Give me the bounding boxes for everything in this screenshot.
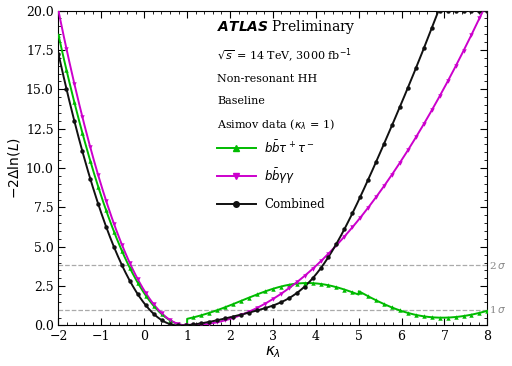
X-axis label: $\kappa_\lambda$: $\kappa_\lambda$ bbox=[265, 345, 281, 361]
Text: $b\bar{b}\tau^+\tau^-$: $b\bar{b}\tau^+\tau^-$ bbox=[264, 139, 314, 156]
Text: $\bfit{ATLAS}$$\;$Preliminary: $\bfit{ATLAS}$$\;$Preliminary bbox=[217, 18, 356, 37]
Text: Combined: Combined bbox=[264, 198, 325, 211]
Text: Non-resonant HH: Non-resonant HH bbox=[217, 74, 317, 83]
Text: Asimov data ($\kappa_\lambda$ = 1): Asimov data ($\kappa_\lambda$ = 1) bbox=[217, 117, 335, 132]
Text: $\sqrt{s}$ = 14 TeV, 3000 fb$^{-1}$: $\sqrt{s}$ = 14 TeV, 3000 fb$^{-1}$ bbox=[217, 47, 352, 65]
Text: $b\bar{b}\gamma\gamma$: $b\bar{b}\gamma\gamma$ bbox=[264, 166, 295, 186]
Text: Baseline: Baseline bbox=[217, 96, 265, 105]
Y-axis label: $-2\Delta\ln(L)$: $-2\Delta\ln(L)$ bbox=[6, 137, 22, 199]
Text: 1$\,\sigma$: 1$\,\sigma$ bbox=[489, 304, 506, 315]
Text: 2$\,\sigma$: 2$\,\sigma$ bbox=[489, 259, 506, 270]
